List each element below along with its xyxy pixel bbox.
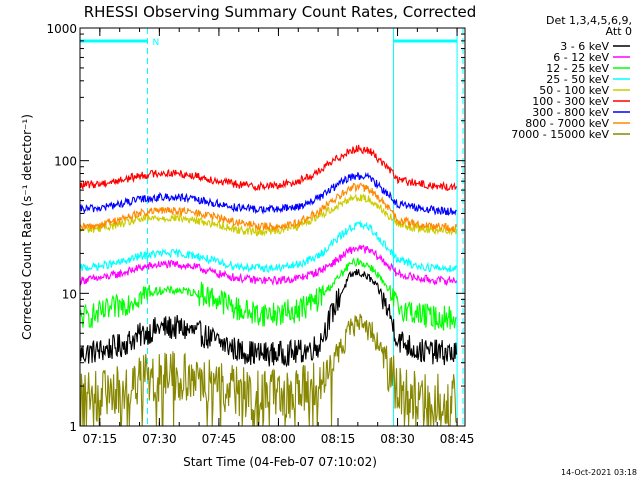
series-line: [79, 244, 458, 287]
legend-entry-label: 50 - 100 keV: [539, 84, 609, 97]
x-tick-label: 07:30: [142, 432, 177, 446]
series-line: [79, 182, 458, 233]
legend-entry-label: 800 - 7000 keV: [525, 117, 609, 130]
series-line: [79, 269, 458, 368]
x-axis-label: Start Time (04-Feb-07 07:10:02): [183, 455, 377, 469]
series-group: [79, 144, 458, 427]
x-tick-label: 07:15: [83, 432, 118, 446]
x-tick-label: 08:00: [261, 432, 296, 446]
legend-entry-label: 12 - 25 keV: [546, 62, 609, 75]
series-line: [79, 144, 458, 192]
y-axis-label: Corrected Count Rate (s⁻¹ detector⁻¹): [20, 114, 34, 340]
legend-header: Att 0: [606, 25, 632, 38]
legend-entry-label: 7000 - 15000 keV: [511, 128, 609, 141]
generation-timestamp: 14-Oct-2021 03:18: [561, 468, 637, 477]
series-line: [79, 313, 458, 427]
series-line: [79, 171, 457, 217]
legend-entry-label: 3 - 6 keV: [560, 40, 609, 53]
legend-header: Det 1,3,4,5,6,9,: [546, 14, 632, 27]
series-line: [79, 257, 457, 331]
y-tick-label: 1: [69, 420, 77, 434]
x-tick-label: 08:15: [321, 432, 356, 446]
chart-title: RHESSI Observing Summary Count Rates, Co…: [84, 3, 477, 21]
legend-entry-label: 6 - 12 keV: [553, 51, 609, 64]
y-tick-label: 1000: [46, 22, 77, 36]
y-tick-label: 100: [54, 155, 77, 169]
legend-entry-label: 25 - 50 keV: [546, 73, 609, 86]
series-line: [79, 219, 458, 274]
series-line: [79, 193, 458, 237]
legend-entry-label: 300 - 800 keV: [532, 106, 609, 119]
x-tick-label: 08:45: [440, 432, 475, 446]
x-tick-label: 08:30: [380, 432, 415, 446]
plot-frame: [79, 27, 466, 427]
legend-entry-label: 100 - 300 keV: [532, 95, 609, 108]
y-tick-label: 10: [62, 287, 77, 301]
night-label: N: [152, 38, 159, 48]
x-tick-label: 07:45: [202, 432, 237, 446]
axes: 07:15 07:30 07:45 08:00 08:15 08:30 08:45 1 10 10…: [46, 22, 474, 446]
